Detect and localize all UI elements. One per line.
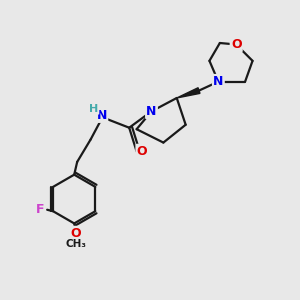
Text: H: H xyxy=(89,104,99,114)
Text: N: N xyxy=(213,75,224,88)
Text: O: O xyxy=(231,38,242,51)
Text: O: O xyxy=(70,227,81,240)
Text: CH₃: CH₃ xyxy=(65,239,86,249)
Text: N: N xyxy=(97,109,108,122)
Text: O: O xyxy=(137,145,147,158)
Polygon shape xyxy=(177,88,200,98)
Text: F: F xyxy=(35,203,44,216)
Text: N: N xyxy=(146,105,157,118)
